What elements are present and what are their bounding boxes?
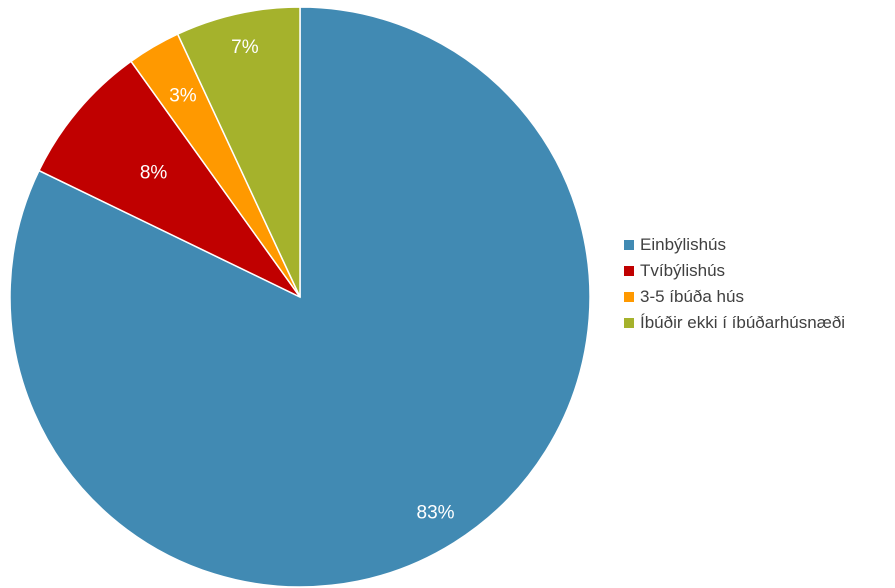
legend-swatch [624,240,634,250]
legend-item-einbylishus: Einbýlishús [624,232,845,258]
slice-data-label: 3% [169,86,197,107]
legend-label: Tvíbýlishús [640,261,726,280]
legend-swatch [624,318,634,328]
pie-data-labels: 83% 8% 3% 7% [140,37,455,523]
legend-item-tvibylishus: Tvíbýlishús [624,258,845,284]
pie-slices [9,6,591,588]
legend-swatch [624,292,634,302]
chart-legend: Einbýlishús Tvíbýlishús 3-5 íbúða hús Íb… [624,232,845,336]
legend-label: Einbýlishús [640,235,726,254]
slice-tvibylishus [37,60,301,298]
legend-item-3-5-ibuda-hus: 3-5 íbúða hús [624,284,845,310]
slice-ibudir-ekki [176,6,301,298]
legend-label: 3-5 íbúða hús [640,287,744,306]
legend-item-ibudir-ekki: Íbúðir ekki í íbúðarhúsnæði [624,310,845,336]
legend-label: Íbúðir ekki í íbúðarhúsnæði [640,313,846,332]
slice-data-label: 8% [140,163,168,184]
legend-swatch [624,266,634,276]
slice-data-label: 83% [417,502,455,523]
slice-data-label: 7% [231,37,259,58]
